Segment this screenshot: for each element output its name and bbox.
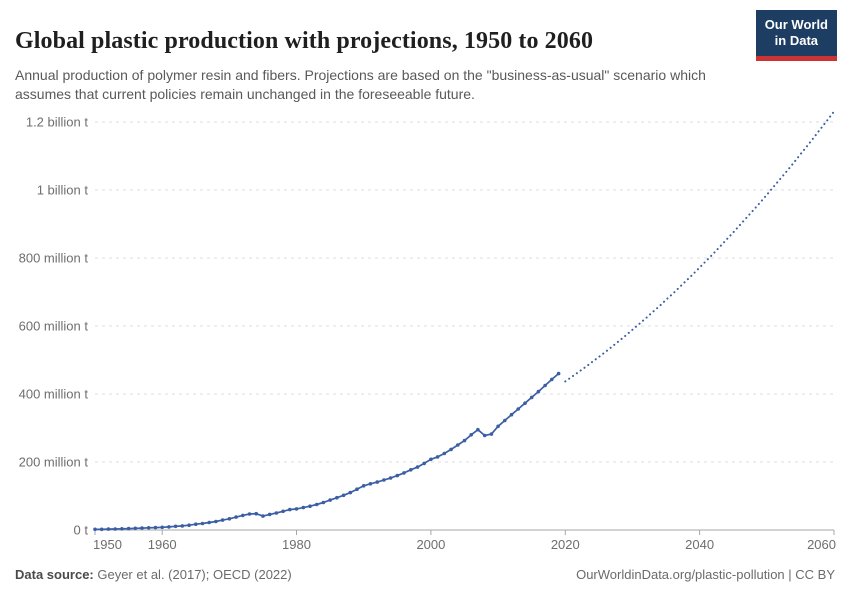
data-point: [395, 473, 400, 478]
data-point: [120, 527, 124, 531]
data-point: [106, 527, 111, 531]
data-point: [173, 524, 178, 529]
data-point: [200, 521, 205, 526]
data-point: [93, 527, 97, 532]
data-point: [496, 424, 500, 429]
data-point: [180, 524, 185, 528]
x-tick-label: 1950: [93, 537, 122, 552]
data-point: [503, 418, 507, 423]
data-point: [509, 412, 514, 417]
data-point: [335, 495, 339, 500]
data-point: [254, 511, 258, 516]
chart-footer: Data source: Geyer et al. (2017); OECD (…: [15, 567, 835, 582]
data-point: [220, 518, 225, 522]
data-point: [99, 527, 104, 532]
y-tick-label: 800 million t: [19, 251, 89, 266]
data-point: [375, 480, 380, 484]
owid-logo-line1: Our World: [764, 17, 828, 32]
data-point: [214, 519, 218, 524]
data-point: [301, 505, 306, 510]
x-tick-label: 1980: [282, 537, 311, 552]
data-point: [140, 526, 144, 530]
data-source-value: Geyer et al. (2017); OECD (2022): [93, 567, 292, 582]
x-tick-label: 2060: [807, 537, 836, 552]
data-point: [409, 468, 413, 472]
data-point: [361, 484, 366, 488]
chart-subtitle: Annual production of polymer resin and f…: [15, 67, 706, 103]
data-point: [207, 520, 211, 525]
data-point: [422, 461, 427, 466]
data-point: [516, 407, 520, 411]
data-point: [274, 511, 279, 515]
data-point: [529, 395, 534, 400]
data-point: [294, 507, 299, 511]
data-point: [462, 438, 467, 443]
data-point: [126, 526, 131, 531]
data-point: [167, 525, 171, 529]
data-point: [241, 513, 245, 518]
data-point: [543, 383, 547, 388]
data-point: [227, 517, 232, 521]
y-tick-label: 0 t: [74, 523, 89, 538]
data-point: [153, 525, 158, 530]
data-point: [247, 512, 252, 516]
data-point: [415, 465, 420, 469]
x-tick-label: 2040: [685, 537, 714, 552]
data-point: [341, 493, 346, 498]
data-point: [550, 377, 554, 382]
data-point: [267, 512, 272, 517]
data-point: [288, 507, 292, 512]
projection-line[interactable]: [564, 110, 835, 383]
data-point: [469, 433, 474, 437]
footer-license[interactable]: OurWorldinData.org/plastic-pollution | C…: [576, 567, 835, 582]
data-point: [281, 509, 285, 514]
owid-logo-line2: in Data: [774, 33, 819, 49]
owid-logo[interactable]: Our World in Data: [755, 10, 837, 61]
data-point: [348, 490, 353, 495]
data-point: [489, 432, 494, 436]
data-point: [355, 487, 359, 492]
data-point: [435, 455, 440, 459]
data-point: [308, 504, 312, 509]
data-point: [388, 476, 393, 480]
data-point: [402, 471, 406, 475]
data-point: [442, 451, 447, 456]
data-point: [321, 500, 326, 505]
x-tick-label: 2000: [416, 537, 445, 552]
data-point: [234, 515, 238, 519]
data-source: Data source: Geyer et al. (2017); OECD (…: [15, 567, 292, 582]
data-point: [261, 514, 265, 518]
data-source-label: Data source:: [15, 567, 94, 582]
data-point: [194, 522, 198, 526]
data-point: [523, 401, 527, 406]
data-point: [314, 502, 319, 507]
data-point: [482, 433, 487, 438]
data-point: [476, 427, 480, 432]
data-point: [556, 371, 561, 376]
page-title: Global plastic production with projectio…: [15, 28, 594, 55]
data-point: [160, 525, 164, 530]
y-tick-label: 1 billion t: [37, 183, 89, 198]
data-point: [456, 443, 460, 447]
data-point: [536, 389, 541, 394]
data-point: [382, 478, 386, 482]
plastic-production-chart[interactable]: 0 t 200 million t 400 million t 600 million…: [0, 100, 850, 560]
y-tick-label: 600 million t: [19, 319, 89, 334]
data-point: [328, 498, 332, 502]
y-tick-label: 1.2 billion t: [26, 115, 89, 130]
x-tick-label: 2020: [551, 537, 580, 552]
data-point: [449, 447, 453, 452]
data-point: [146, 526, 151, 530]
data-point: [187, 523, 191, 527]
y-tick-label: 200 million t: [19, 455, 89, 470]
data-point: [429, 457, 433, 462]
x-tick-label: 1960: [148, 537, 177, 552]
historical-line[interactable]: [95, 372, 560, 531]
data-point: [368, 482, 373, 486]
y-tick-label: 400 million t: [19, 387, 89, 402]
data-point: [113, 527, 117, 531]
data-point: [133, 526, 138, 531]
